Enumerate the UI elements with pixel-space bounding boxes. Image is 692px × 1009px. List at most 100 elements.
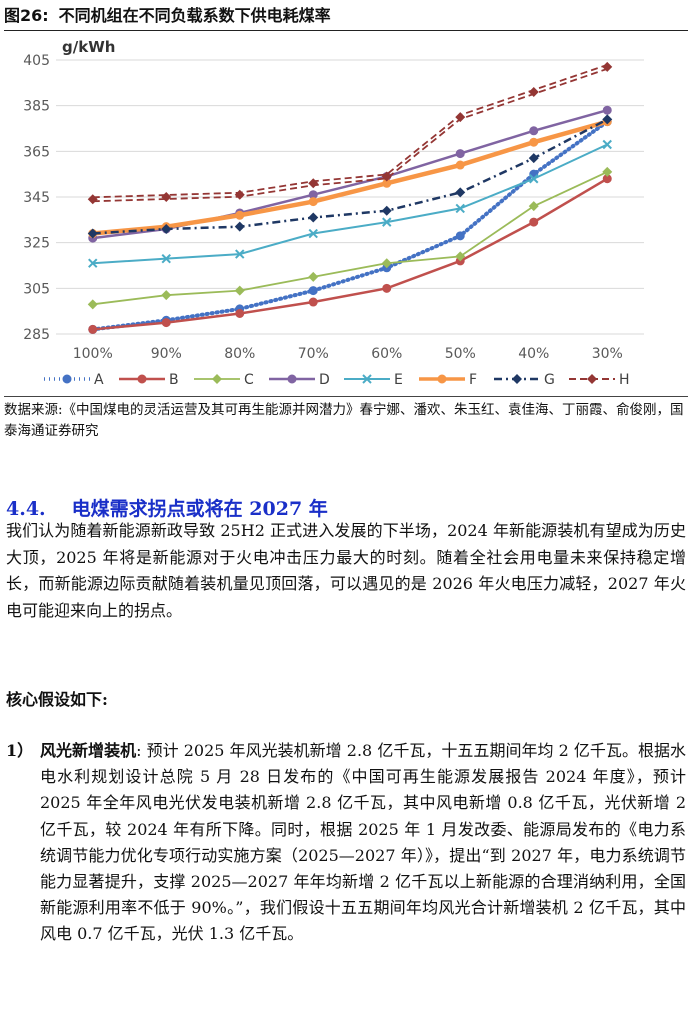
- legend-label-d: D: [319, 372, 330, 388]
- list-item-term: 风光新增装机: [40, 741, 137, 760]
- legend-marker-c: [212, 374, 222, 384]
- figure-title: 图26: 不同机组在不同负载系数下供电耗煤率: [4, 4, 688, 31]
- x-tick-label: 40%: [518, 346, 549, 362]
- data-point-b: [382, 283, 392, 293]
- list-item-text: : 预计 2025 年风光装机新增 2.8 亿千瓦，十五五期间年均 2 亿千瓦。…: [40, 741, 686, 944]
- y-tick-label: 385: [23, 99, 50, 115]
- legend-marker-d: [287, 374, 297, 384]
- legend-marker-h: [587, 374, 597, 384]
- data-point-g: [528, 153, 539, 164]
- data-point-d: [529, 126, 539, 136]
- data-point-h: [308, 178, 319, 189]
- data-point-c: [308, 271, 319, 282]
- data-point-c: [234, 285, 245, 296]
- legend-label-c: C: [244, 372, 254, 388]
- source-divider: [4, 396, 688, 397]
- figure-title-text: 不同机组在不同负载系数下供电耗煤率: [58, 6, 331, 25]
- x-tick-label: 30%: [592, 346, 623, 362]
- section-title: 电煤需求拐点或将在 2027 年: [71, 498, 328, 520]
- legend-label-b: B: [169, 372, 179, 388]
- series-line-b: [92, 177, 608, 331]
- legend-marker-g: [512, 374, 522, 384]
- y-tick-label: 285: [23, 327, 50, 343]
- x-tick-label: 50%: [445, 346, 476, 362]
- data-point-e: [88, 258, 98, 268]
- data-point-h: [234, 189, 245, 200]
- series-line-h-second: [92, 67, 608, 203]
- data-point-e: [529, 174, 539, 184]
- data-point-g: [161, 223, 172, 234]
- series-line-e: [92, 143, 608, 265]
- data-point-a: [455, 231, 465, 241]
- list-item-body: 风光新增装机: 预计 2025 年风光装机新增 2.8 亿千瓦，十五五期间年均 …: [40, 738, 686, 948]
- data-point-b: [529, 217, 539, 227]
- legend-label-a: A: [94, 372, 104, 388]
- data-point-e: [602, 139, 612, 150]
- data-point-c: [87, 299, 98, 310]
- legend-marker-a: [62, 374, 72, 384]
- y-tick-label: 345: [23, 190, 50, 206]
- x-tick-label: 70%: [298, 346, 329, 362]
- list-item-marker: 1）: [6, 741, 34, 760]
- data-point-e: [235, 249, 245, 259]
- section-number: 4.4.: [6, 498, 46, 520]
- data-point-g: [234, 221, 245, 232]
- series-line-g: [92, 118, 608, 235]
- series-line-c: [92, 171, 608, 306]
- data-point-h: [602, 61, 613, 72]
- data-point-f: [308, 197, 318, 207]
- data-point-g: [87, 228, 98, 239]
- data-point-g: [602, 114, 613, 125]
- legend-marker-b: [137, 374, 147, 384]
- x-tick-label: 100%: [73, 346, 113, 362]
- data-point-h: [161, 192, 172, 202]
- data-point-g: [381, 205, 392, 216]
- x-tick-label: 90%: [151, 346, 182, 362]
- legend-marker-e: [362, 374, 372, 384]
- source-note: 数据来源:《中国煤电的灵活运营及其可再生能源并网潜力》春宁娜、潘欢、朱玉红、袁佳…: [4, 402, 684, 439]
- data-point-d: [602, 105, 612, 115]
- y-tick-label: 325: [23, 236, 50, 252]
- y-tick-label: 405: [23, 53, 50, 69]
- data-point-d: [455, 149, 465, 159]
- data-point-g: [455, 187, 466, 198]
- data-point-h: [455, 112, 466, 123]
- data-point-e: [161, 253, 171, 264]
- data-point-a: [308, 286, 318, 296]
- y-tick-label: 365: [23, 144, 50, 160]
- data-point-f: [529, 137, 539, 147]
- data-point-e: [308, 228, 318, 239]
- x-tick-label: 60%: [371, 346, 402, 362]
- data-point-b: [308, 297, 318, 307]
- data-point-c: [455, 251, 466, 262]
- data-point-e: [382, 217, 392, 227]
- section-heading: 4.4. 电煤需求拐点或将在 2027 年: [6, 494, 328, 521]
- y-tick-label: 305: [23, 281, 50, 297]
- data-point-h: [381, 171, 392, 182]
- data-point-f: [455, 160, 465, 170]
- data-point-b: [235, 308, 245, 318]
- data-point-c: [381, 258, 392, 269]
- data-point-f: [235, 210, 245, 220]
- legend-marker-f: [437, 374, 447, 384]
- data-point-c: [161, 290, 172, 301]
- y-unit-label: g/kWh: [62, 38, 115, 56]
- data-point-h: [87, 194, 98, 205]
- data-point-c: [528, 201, 539, 212]
- assumptions-heading: 核心假设如下:: [6, 690, 108, 709]
- legend-label-h: H: [619, 372, 630, 388]
- legend-label-e: E: [394, 372, 403, 388]
- series-line-h: [92, 63, 608, 199]
- line-chart: g/kWh 285 305 325 345 365 385 405 100% 90% 80% 70% 6…: [23, 38, 644, 388]
- series-line-f: [92, 119, 608, 236]
- x-tick-label: 80%: [224, 346, 255, 362]
- section-paragraph: 我们认为随着新能源新政导致 25H2 正式进入发展的下半场，2024 年新能源装…: [6, 521, 686, 620]
- legend-label-g: G: [544, 372, 555, 388]
- list-item: 1） 风光新增装机: 预计 2025 年风光装机新增 2.8 亿千瓦，十五五期间…: [6, 738, 686, 948]
- data-point-c: [602, 166, 613, 177]
- data-point-g: [308, 212, 319, 223]
- data-point-h: [528, 86, 539, 97]
- legend-label-f: F: [469, 372, 477, 388]
- data-point-b: [161, 318, 171, 328]
- figure-label: 图26:: [4, 6, 49, 25]
